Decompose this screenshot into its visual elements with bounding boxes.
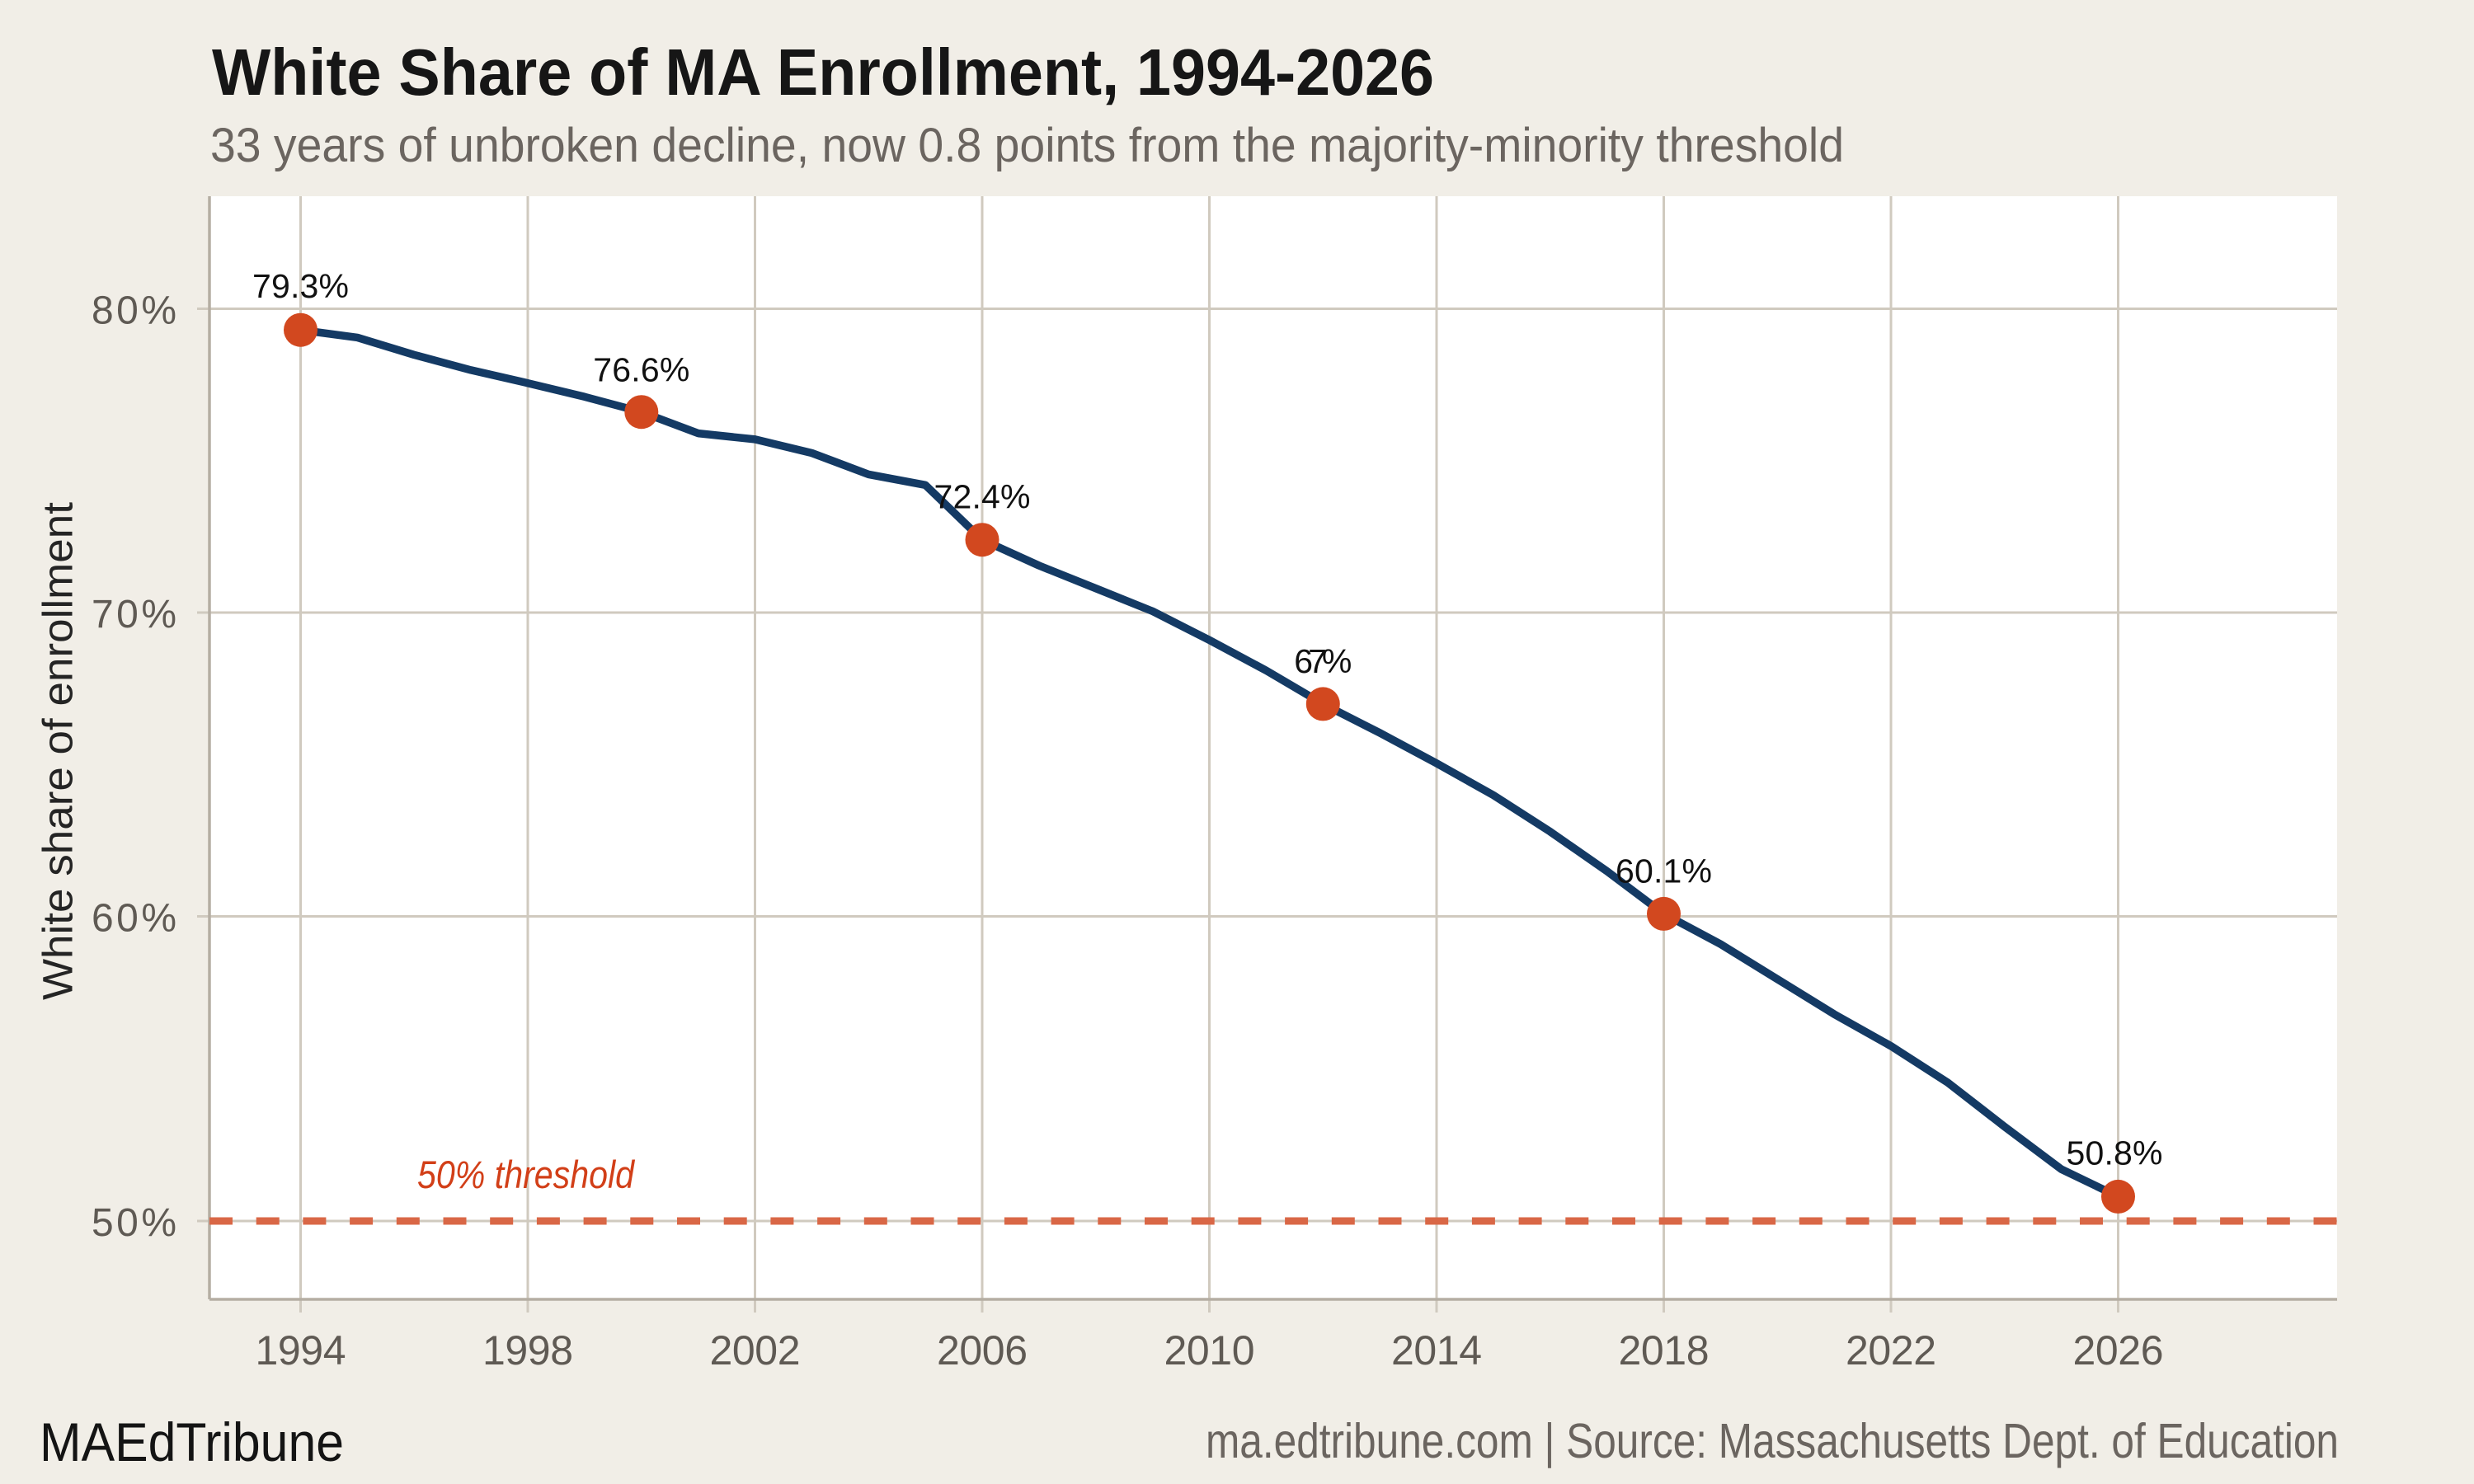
svg-text:33 years of unbroken decline,: 33 years of unbroken decline, now 0.8 po… (210, 119, 1844, 172)
svg-text:2022: 2022 (1846, 1327, 1936, 1374)
svg-text:MAEdTribune: MAEdTribune (40, 1411, 344, 1472)
svg-text:1994: 1994 (256, 1327, 346, 1374)
svg-text:2014: 2014 (1391, 1327, 1482, 1374)
svg-text:2018: 2018 (1619, 1327, 1710, 1374)
svg-text:2006: 2006 (937, 1327, 1028, 1374)
svg-text:60.1%: 60.1% (1616, 852, 1712, 890)
svg-text:2026: 2026 (2073, 1327, 2164, 1374)
svg-text:2002: 2002 (710, 1327, 801, 1374)
svg-text:50% threshold: 50% threshold (417, 1153, 636, 1196)
svg-text:ma.edtribune.com | Source: Mas: ma.edtribune.com | Source: Massachusetts… (1206, 1414, 2339, 1468)
svg-text:76.6%: 76.6% (593, 351, 689, 389)
svg-text:White Share of MA Enrollment,: White Share of MA Enrollment, 1994-2026 (212, 35, 1434, 109)
svg-text:1998: 1998 (482, 1327, 573, 1374)
svg-text:50%: 50% (92, 1201, 176, 1245)
svg-text:67%: 67% (1294, 642, 1352, 680)
svg-text:72.4%: 72.4% (934, 478, 1031, 516)
svg-text:50.8%: 50.8% (2067, 1134, 2163, 1172)
svg-text:80%: 80% (92, 289, 176, 333)
svg-text:White share of enrollment: White share of enrollment (35, 502, 82, 1000)
svg-text:70%: 70% (92, 593, 176, 636)
svg-text:79.3%: 79.3% (252, 267, 349, 305)
svg-text:60%: 60% (92, 897, 176, 941)
svg-text:2010: 2010 (1164, 1327, 1255, 1374)
